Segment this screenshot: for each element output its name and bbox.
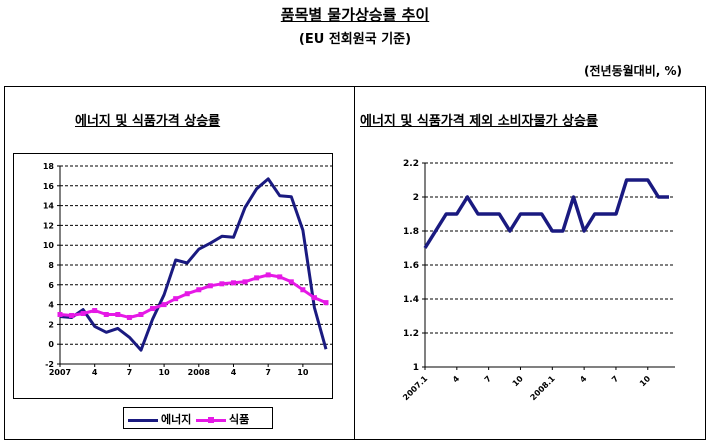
x-tick-label: 10: [297, 368, 309, 377]
chart-panel-energy-food: 에너지 및 식품가격 상승률 -2 0 2 4 6 8 10 12 14 16 18 2007 4 7 10…: [4, 86, 355, 440]
data-point-1: [103, 312, 109, 317]
legend-swatch-food: [196, 416, 226, 423]
legend-label-food: 식품: [229, 413, 250, 426]
y-tick-label: 10: [43, 241, 55, 250]
series-line-0: [423, 178, 669, 249]
x-tick-label: 7: [265, 368, 271, 377]
legend-item-energy: 에너지: [128, 411, 191, 427]
y-tick-label: 12: [43, 221, 54, 230]
data-point-1: [254, 275, 260, 281]
data-point-1: [219, 281, 225, 287]
data-point-1: [196, 287, 202, 293]
y-tick-label: 6: [48, 281, 54, 290]
y-tick-label: 4: [48, 301, 54, 310]
y-tick-label: 2: [48, 320, 54, 329]
x-tick-label: 7: [127, 368, 133, 377]
legend: 에너지 식품: [123, 407, 273, 429]
x-tick-label: 2008: [188, 368, 211, 377]
data-point-1: [207, 283, 213, 289]
series-line-1: [59, 273, 327, 319]
x-tick-label: 7: [610, 374, 620, 384]
data-point-1: [173, 296, 179, 302]
x-tick-label: 2007: [49, 368, 71, 377]
chart-title-energy-food: 에너지 및 식품가격 상승률: [75, 114, 221, 129]
unit-note: (전년동월대비, %): [584, 64, 682, 78]
data-point-1: [80, 311, 86, 317]
data-point-1: [150, 306, 156, 312]
y-tick-label: 14: [43, 202, 55, 211]
chart-energy-food: -2 0 2 4 6 8 10 12 14 16 18 2007 4 7 10 2008 4 7 10: [43, 162, 332, 377]
data-point-1: [277, 274, 283, 280]
x-tick-label: 10: [511, 374, 526, 389]
x-tick-label: 4: [231, 368, 237, 377]
x-tick-label: 4: [578, 374, 589, 385]
y-tick-label: 2: [413, 193, 419, 203]
data-point-1: [288, 279, 294, 285]
x-tick-label: 4: [92, 368, 98, 377]
legend-item-food: 식품: [196, 411, 249, 427]
y-tick-label: 16: [43, 182, 55, 191]
y-tick-label: 1.2: [403, 329, 419, 339]
data-point-1: [115, 312, 121, 317]
y-tick-label: 1.6: [403, 261, 419, 271]
y-tick-label: 1.4: [403, 295, 419, 305]
data-point-1: [184, 291, 190, 297]
data-point-1: [230, 280, 236, 286]
y-tick-label: 1.8: [403, 227, 419, 237]
data-point-1: [311, 295, 317, 301]
data-point-1: [300, 287, 306, 293]
x-tick-label: 10: [638, 374, 653, 389]
x-tick-label: 2007.1: [401, 374, 429, 402]
plot-area-core-cpi: 1 1.2 1.4 1.6 1.8 2 2.2 2007.1 4 7 10 2008.1 4 7 10: [375, 153, 681, 437]
x-tick-label: 7: [483, 374, 493, 384]
chart-panel-core-cpi: 에너지 및 식품가격 제외 소비자물가 상승률 1 1.2 1.4 1.6 1.8 2 2.…: [354, 86, 706, 440]
y-tick-label: 2.2: [403, 159, 419, 169]
series-line-0: [59, 177, 328, 352]
x-tick-label: 10: [159, 368, 171, 377]
x-tick-label: 4: [451, 374, 462, 385]
data-point-1: [242, 279, 248, 285]
data-point-1: [138, 312, 144, 317]
data-point-1: [57, 312, 63, 317]
page-title: 품목별 물가상승률 추이: [280, 6, 430, 24]
y-tick-label: -2: [45, 360, 54, 369]
y-tick-label: 1: [413, 363, 419, 373]
chart-title-core-cpi: 에너지 및 식품가격 제외 소비자물가 상승률: [360, 114, 598, 129]
legend-swatch-energy: [128, 418, 158, 422]
x-tick-label: 2008.1: [529, 374, 557, 402]
data-point-1: [126, 314, 132, 320]
y-tick-label: 18: [43, 162, 55, 171]
plot-area-energy-food: -2 0 2 4 6 8 10 12 14 16 18 2007 4 7 10 2008 4 7 10: [13, 153, 333, 399]
y-tick-label: 0: [48, 340, 54, 349]
data-point-1: [265, 272, 271, 278]
legend-label-energy: 에너지: [161, 413, 192, 426]
page-subtitle: (EU 전회원국 기준): [298, 32, 412, 47]
data-point-1: [323, 300, 329, 306]
data-point-1: [69, 312, 75, 318]
data-point-1: [92, 308, 98, 314]
y-tick-label: 8: [48, 261, 54, 270]
data-point-1: [161, 302, 167, 308]
